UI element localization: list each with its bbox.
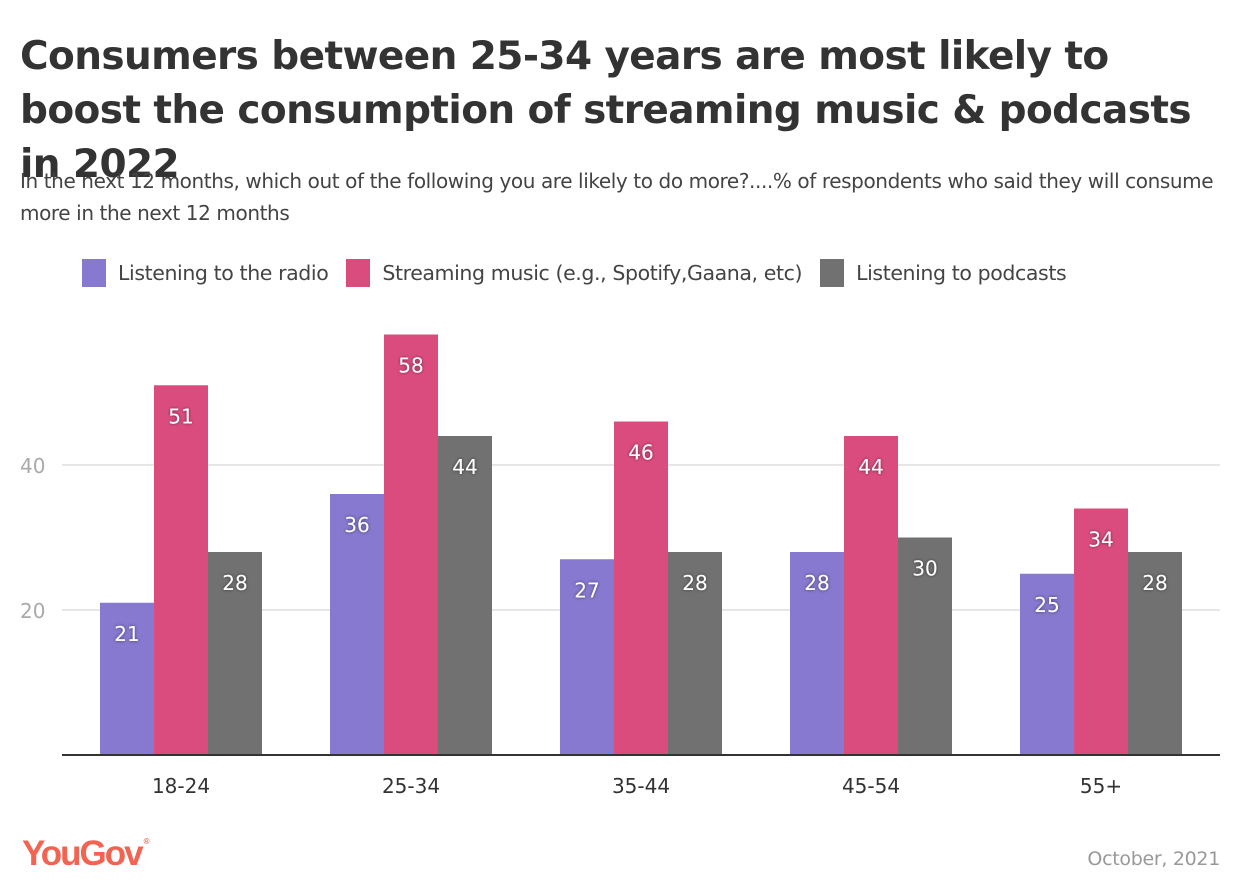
registered-mark: ® — [143, 837, 150, 847]
x-tick-label: 55+ — [1080, 774, 1122, 798]
bars — [100, 334, 1182, 755]
bar-18-24-1 — [154, 385, 208, 755]
chart-subtitle: In the next 12 months, which out of the … — [20, 169, 1214, 225]
legend-swatch-podcasts — [820, 259, 845, 287]
bar-55+-1 — [1074, 508, 1128, 755]
bar-35-44-2 — [668, 552, 722, 755]
bar-55+-2 — [1128, 552, 1182, 755]
bar-25-34-1 — [384, 334, 438, 755]
legend-swatch-streaming — [346, 259, 371, 287]
data-label: 25 — [1034, 593, 1059, 617]
bar-18-24-0 — [100, 602, 154, 755]
legend: Listening to the radio Streaming music (… — [82, 258, 1084, 288]
y-tick-label: 20 — [20, 599, 45, 623]
data-label: 51 — [168, 404, 193, 428]
x-tick-label: 18-24 — [152, 774, 210, 798]
y-tick-label: 40 — [20, 454, 45, 478]
data-label: 28 — [222, 571, 247, 595]
x-tick-label: 35-44 — [612, 774, 670, 798]
data-label: 27 — [574, 578, 599, 602]
data-label: 44 — [452, 455, 477, 479]
x-tick-label: 45-54 — [842, 774, 900, 798]
legend-item-streaming: Streaming music (e.g., Spotify,Gaana, et… — [346, 259, 802, 287]
bar-55+-0 — [1020, 573, 1074, 755]
data-label: 58 — [398, 354, 423, 378]
legend-swatch-radio — [82, 259, 106, 287]
data-labels: 21 51 28 36 58 44 27 46 28 28 44 30 25 34 28 — [114, 354, 1167, 646]
yougov-logo: YouGov ® — [22, 834, 149, 874]
bar-25-34-2 — [438, 436, 492, 755]
data-label: 46 — [628, 441, 653, 465]
data-label: 36 — [344, 513, 369, 537]
legend-item-radio: Listening to the radio — [82, 259, 329, 287]
x-tick-label: 25-34 — [382, 774, 440, 798]
bar-45-54-2 — [898, 537, 952, 755]
legend-label-podcasts: Listening to podcasts — [856, 261, 1067, 285]
data-label: 28 — [682, 571, 707, 595]
data-label: 30 — [912, 557, 937, 581]
data-label: 28 — [804, 571, 829, 595]
data-label: 28 — [1142, 571, 1167, 595]
legend-label-radio: Listening to the radio — [118, 261, 329, 285]
bar-25-34-0 — [330, 494, 384, 755]
bar-45-54-1 — [844, 436, 898, 755]
data-label: 34 — [1088, 528, 1113, 552]
data-label: 44 — [858, 455, 883, 479]
x-axis: 18-24 25-34 35-44 45-54 55+ — [62, 754, 1220, 798]
legend-item-podcasts: Listening to podcasts — [820, 259, 1067, 287]
legend-label-streaming: Streaming music (e.g., Spotify,Gaana, et… — [382, 261, 803, 285]
logo-text: YouGov — [22, 834, 144, 873]
data-label: 21 — [114, 622, 139, 646]
source-date: October, 2021 — [1087, 848, 1220, 870]
bar-18-24-2 — [208, 552, 262, 755]
bar-35-44-1 — [614, 421, 668, 755]
bar-45-54-0 — [790, 552, 844, 755]
chart-title: Consumers between 25-34 years are most l… — [20, 34, 1192, 187]
bar-35-44-0 — [560, 559, 614, 755]
